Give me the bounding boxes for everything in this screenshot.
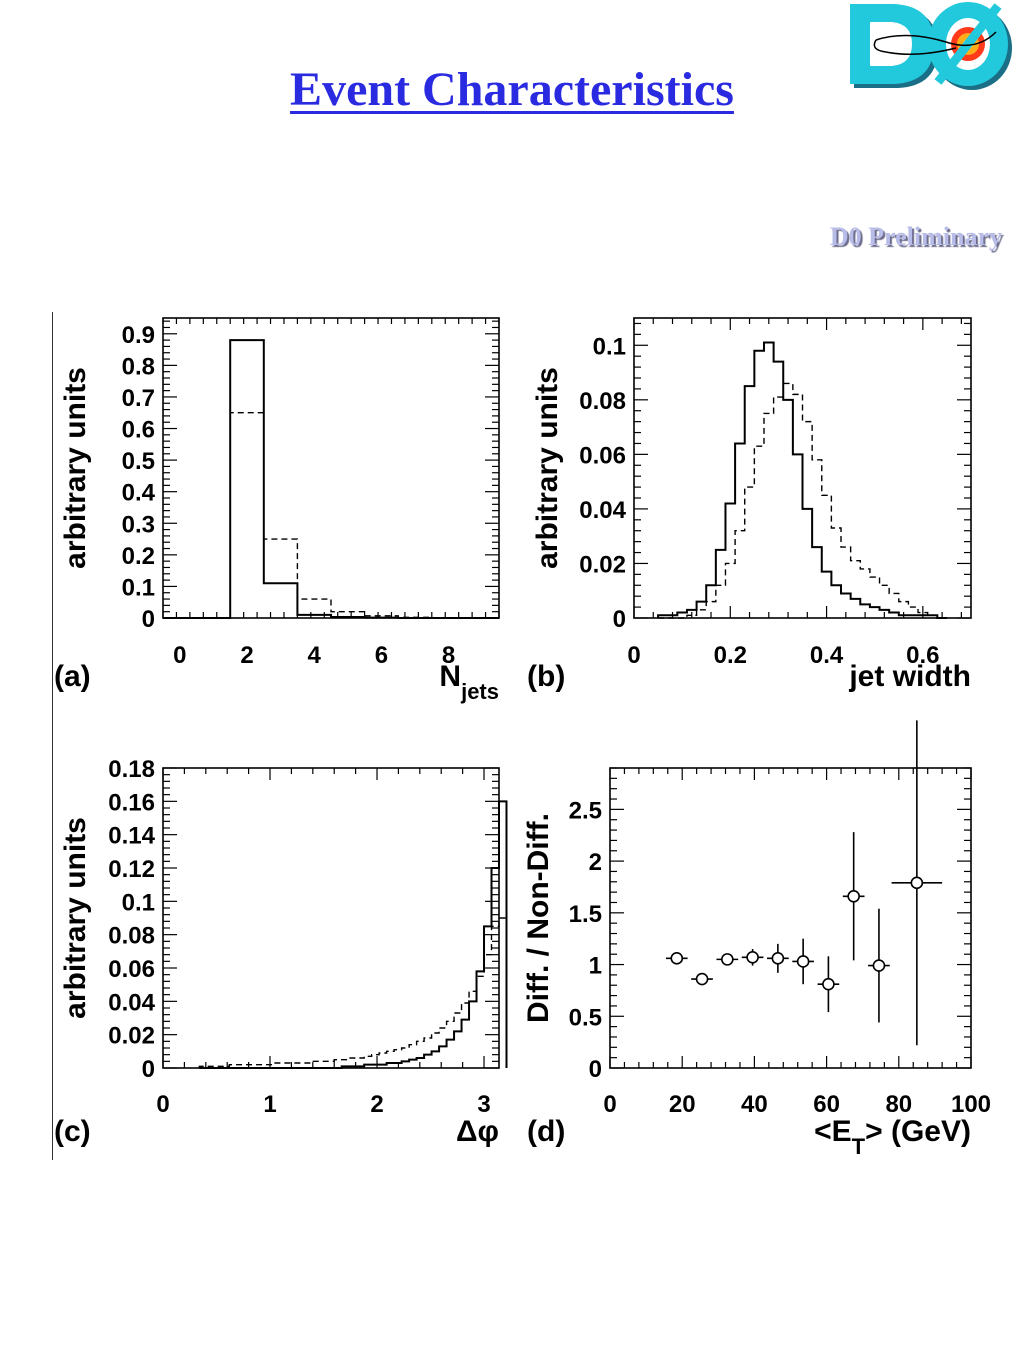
x-axis-label: <ET> (GeV) (814, 1115, 971, 1159)
y-tick-label: 0.6 (122, 417, 155, 444)
histogram-dashed (198, 917, 508, 1068)
panel-label: (d) (527, 1115, 565, 1148)
x-tick-label: 3 (477, 1091, 490, 1118)
y-tick-label: 0.8 (122, 353, 155, 380)
data-point (746, 951, 759, 964)
y-axis-label: arbitrary units (59, 367, 92, 569)
y-tick-label: 1.5 (569, 901, 602, 928)
y-tick-label: 1 (589, 953, 602, 980)
data-point (670, 952, 684, 965)
panel-d: 0 20 40 60 80 100 0 0.5 1 1.5 2 2.5 Diff. / Non-Diff… (522, 720, 991, 1159)
page-title: Event Characteristics (290, 63, 734, 116)
y-tick-label: 0.08 (108, 923, 155, 950)
histogram-solid (657, 341, 947, 619)
x-tick-label: 4 (308, 642, 322, 669)
figure-border (52, 312, 53, 1160)
y-tick-label: 0 (613, 606, 626, 633)
data-point (771, 952, 785, 965)
y-tick-label: 0.2 (122, 543, 155, 570)
x-tick-label: 8 (442, 642, 455, 669)
data-point (721, 953, 734, 966)
histogram-dashed (658, 382, 947, 619)
y-tick-label: 2.5 (569, 797, 602, 824)
y-tick-label: 0 (589, 1056, 602, 1083)
y-tick-label: 0.1 (593, 333, 626, 360)
x-tick-label: 60 (813, 1091, 840, 1118)
d0-logo-track (873, 31, 997, 55)
histogram-solid (163, 339, 499, 619)
x-tick-label: 0 (173, 642, 186, 669)
x-tick-label: 0.6 (906, 642, 939, 669)
panel-b: 0 0.2 0.4 0.6 0 0.02 0.04 0.06 0.08 0.1 arbitrary … (527, 317, 972, 693)
x-tick-label: 40 (741, 1091, 768, 1118)
data-point (872, 959, 886, 972)
y-tick-label: 0.9 (122, 322, 155, 349)
plot-frame (162, 317, 500, 619)
y-tick-label: 0.5 (122, 448, 155, 475)
histogram-dashed (163, 412, 499, 619)
y-tick-label: 0.1 (122, 889, 155, 916)
data-point (910, 876, 924, 890)
y-tick-label: 0.04 (579, 497, 626, 524)
plot-frame (162, 767, 500, 1069)
x-tick-label: 0.4 (810, 642, 844, 669)
y-tick-label: 0.16 (108, 789, 155, 816)
x-tick-label: 2 (240, 642, 253, 669)
y-tick-label: 0.02 (579, 551, 626, 578)
x-tick-label: 2 (370, 1091, 383, 1118)
y-tick-label: 0.3 (122, 511, 155, 538)
y-tick-label: 0.06 (579, 442, 626, 469)
preliminary-watermark: D0 Preliminary (829, 222, 1002, 251)
panel-label: (a) (54, 660, 91, 693)
y-tick-label: 2 (589, 849, 602, 876)
plot-frame (609, 767, 972, 1069)
y-tick-label: 0.02 (108, 1023, 155, 1050)
y-tick-label: 0.7 (122, 385, 155, 412)
data-point (822, 977, 835, 991)
histogram-solid (199, 800, 508, 1069)
y-tick-label: 0.4 (122, 480, 156, 507)
data-point (796, 955, 810, 968)
y-tick-label: 0.1 (122, 574, 155, 601)
x-tick-label: 0 (156, 1091, 169, 1118)
panel-label: (b) (527, 660, 565, 693)
y-axis-label: Diff. / Non-Diff. (522, 813, 555, 1023)
panel-c: 0 1 2 3 0 0.02 0.04 0.06 0.08 0.1 0.12 0.14 0.16 0.18… (54, 756, 508, 1148)
y-tick-label: 0 (142, 606, 155, 633)
panel-label: (c) (54, 1115, 91, 1148)
y-tick-label: 0.12 (108, 856, 155, 883)
y-axis-label: arbitrary units (531, 367, 564, 569)
x-tick-label: 80 (885, 1091, 912, 1118)
x-axis-label: jet width (848, 660, 971, 693)
d0-logo-letter-d (850, 4, 938, 88)
x-tick-label: 0 (603, 1091, 616, 1118)
x-tick-label: 6 (375, 642, 388, 669)
plot-frame (633, 317, 972, 619)
x-tick-label: 0 (627, 642, 640, 669)
x-tick-label: 100 (951, 1091, 991, 1118)
x-tick-label: 20 (669, 1091, 696, 1118)
y-tick-label: 0.08 (579, 388, 626, 415)
d0-logo-letter-o (928, 2, 1012, 90)
x-axis-label: Δφ (456, 1115, 499, 1148)
y-tick-label: 0.06 (108, 956, 155, 983)
d0-logo-icon (850, 2, 1012, 90)
panel-a: 0 2 4 6 8 0 0.1 0.2 0.3 0.4 0.5 0.6 0.7 0.8 0.9 arbitra… (54, 317, 500, 704)
y-tick-label: 0 (142, 1056, 155, 1083)
y-tick-label: 0.5 (569, 1004, 602, 1031)
x-tick-label: 0.2 (714, 642, 747, 669)
y-tick-label: 0.18 (108, 756, 155, 783)
data-point (695, 972, 709, 986)
data-point (847, 889, 860, 903)
x-tick-label: 1 (263, 1091, 276, 1118)
y-axis-label: arbitrary units (59, 817, 92, 1019)
y-tick-label: 0.04 (108, 989, 155, 1016)
x-axis-label: Njets (439, 660, 499, 704)
y-tick-label: 0.14 (108, 823, 155, 850)
